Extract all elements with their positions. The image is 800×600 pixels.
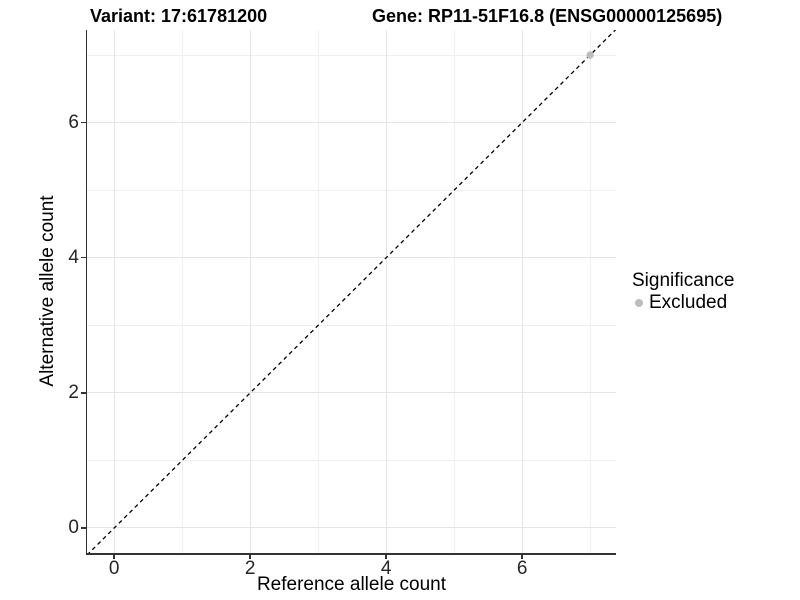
- legend-items: Excluded: [630, 292, 734, 313]
- gridline-y-major: [87, 392, 616, 394]
- identity-line: [88, 30, 616, 553]
- y-tick-mark: [81, 121, 86, 124]
- plot-canvas: [88, 30, 616, 553]
- gridline-y-minor: [87, 324, 616, 326]
- x-tick-label: 6: [516, 558, 528, 579]
- gridline-y-minor: [87, 459, 616, 461]
- gridline-y-major: [87, 257, 616, 259]
- gridline-y-major: [87, 527, 616, 529]
- gridline-x-major: [113, 30, 115, 553]
- y-tick-label: 2: [68, 381, 79, 403]
- legend-marker-excluded-icon: [635, 298, 643, 307]
- plot-title-gene: Gene: RP11-51F16.8 (ENSG00000125695): [372, 6, 723, 26]
- data-point-excluded: [586, 51, 594, 59]
- plot-panel: [87, 30, 616, 553]
- gridline-y-minor: [87, 54, 616, 56]
- x-tick-label: 4: [380, 558, 392, 579]
- gridline-x-minor: [589, 30, 591, 553]
- legend-title: Significance: [632, 270, 735, 291]
- gridline-x-major: [385, 30, 387, 553]
- y-tick-label: 4: [68, 246, 79, 268]
- gridline-x-minor: [317, 30, 319, 553]
- x-tick-mark: [521, 554, 523, 559]
- gridline-x-minor: [453, 30, 455, 553]
- gridline-x-minor: [181, 30, 183, 553]
- gridline-x-major: [521, 30, 523, 553]
- plot-title-variant: Variant: 17:61781200: [90, 6, 268, 26]
- x-tick-mark: [249, 554, 251, 559]
- gridline-y-major: [87, 122, 616, 124]
- y-tick-mark: [81, 392, 86, 394]
- x-tick-label: 2: [244, 558, 256, 579]
- y-axis-title: Alternative allele count: [37, 195, 58, 387]
- x-axis-line: [85, 553, 617, 555]
- y-tick-label: 0: [68, 516, 79, 538]
- x-tick-label: 0: [108, 558, 120, 579]
- x-axis-title: Reference allele count: [256, 574, 447, 595]
- y-tick-mark: [81, 257, 86, 259]
- y-tick-label: 6: [68, 111, 79, 133]
- y-tick-mark: [81, 527, 86, 529]
- x-tick-mark: [113, 554, 115, 559]
- legend-label: Excluded: [649, 292, 728, 313]
- legend: Significance Excluded: [630, 270, 734, 313]
- gridline-x-major: [249, 30, 251, 553]
- gridline-y-minor: [87, 189, 616, 191]
- x-tick-mark: [385, 554, 387, 559]
- y-axis-line: [85, 30, 88, 555]
- legend-item-excluded: Excluded: [630, 292, 734, 313]
